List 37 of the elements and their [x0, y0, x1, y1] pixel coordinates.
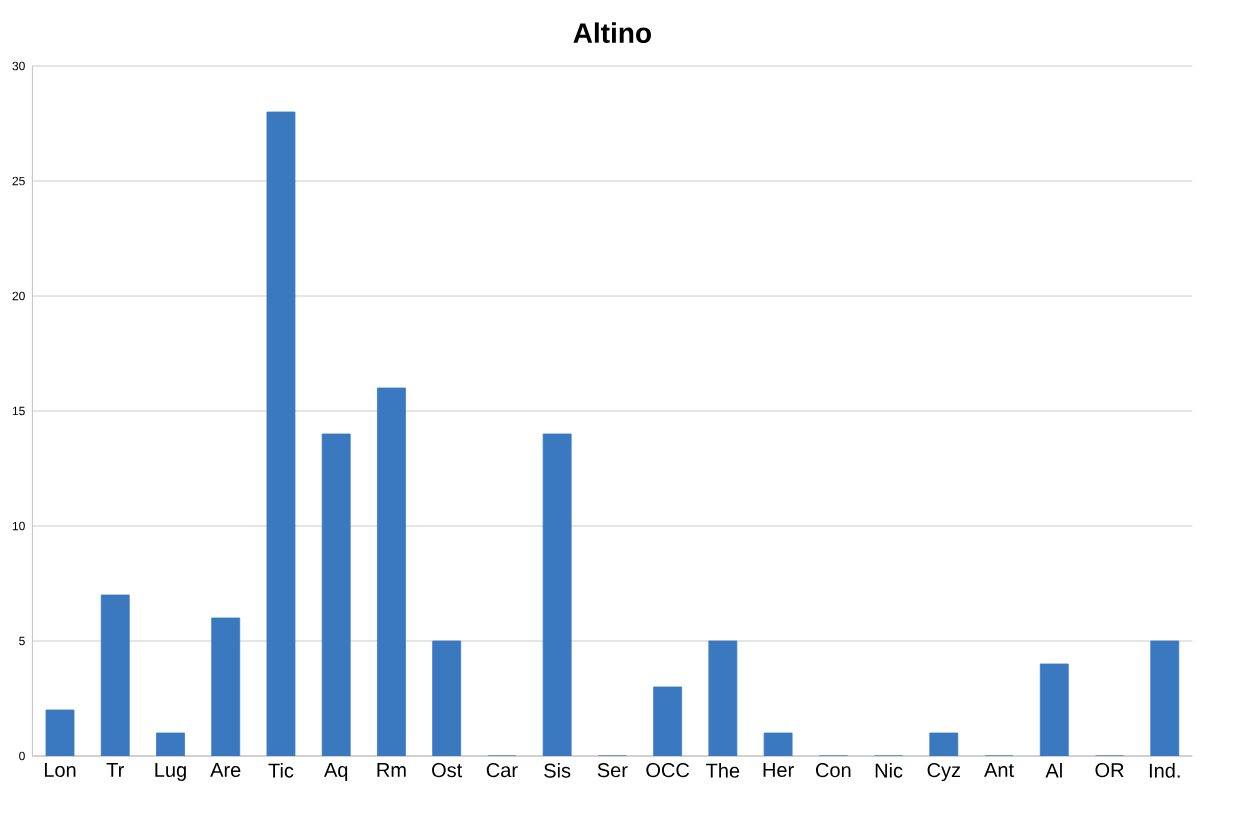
x-tick-label: OR [1095, 763, 1124, 778]
bar [266, 111, 296, 756]
x-tick-label: Ind. [1149, 763, 1180, 778]
bar [708, 640, 738, 756]
bar [1150, 640, 1180, 756]
bar [542, 433, 572, 756]
bar [100, 594, 130, 756]
x-tick-label: Aq [323, 763, 348, 781]
x-tick-label: Car [486, 763, 518, 778]
x-tick-label: OCC [646, 763, 690, 778]
bar [1039, 663, 1069, 756]
x-tick-label: Her [763, 763, 794, 778]
x-tick-label: Ant [984, 763, 1014, 777]
bar [763, 732, 793, 756]
x-tick-label: Al [1045, 763, 1062, 778]
x-tick-label: Lug [155, 763, 186, 781]
bar [432, 640, 462, 756]
bar [45, 709, 75, 756]
chart-title: Altino [573, 22, 651, 43]
x-tick-label: Tr [106, 763, 124, 777]
x-tick-label: Cyz [927, 763, 961, 782]
x-tick-label: Nic [875, 763, 903, 778]
bar [377, 387, 406, 756]
x-tick-label: Rm [377, 763, 406, 777]
bar [156, 732, 185, 756]
bar [653, 686, 683, 756]
bar [211, 617, 241, 756]
x-tick-label: Ost [432, 763, 463, 778]
x-tick-label: Lon [44, 763, 76, 778]
x-tick-label: Sis [544, 763, 571, 778]
x-tick-label: Con [816, 763, 851, 778]
x-tick-label: The [706, 763, 740, 778]
x-tick-label: Tic [268, 763, 294, 778]
bar [321, 433, 351, 756]
x-tick-label: Ser [597, 763, 628, 778]
bar [929, 732, 959, 756]
x-tick-label: Are [210, 763, 241, 778]
